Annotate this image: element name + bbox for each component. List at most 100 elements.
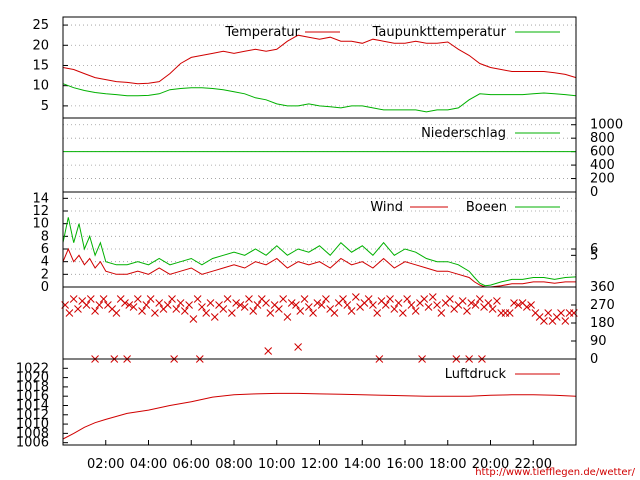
wind-direction-point-stroke	[475, 295, 484, 303]
wind-speed-tick-label: 12	[32, 204, 49, 219]
wind-direction-point-stroke	[518, 299, 527, 307]
wind-direction-point-stroke	[377, 297, 386, 305]
wind-direction-point-stroke	[287, 299, 296, 307]
wind-direction-point-stroke	[279, 295, 288, 303]
wind-direction-point	[232, 299, 240, 307]
wind-direction-point-stroke	[283, 313, 292, 321]
wind-direction-point	[69, 295, 78, 303]
precipitation-tick-label: 200	[590, 172, 615, 187]
wind-direction-point-stroke	[245, 295, 253, 303]
wind-direction-point	[262, 299, 270, 307]
wind-direction-point	[364, 295, 373, 303]
wind-direction-point-stroke	[215, 301, 223, 309]
wind-direction-point	[146, 295, 155, 303]
wind-direction-point-stroke	[309, 309, 317, 317]
wind-direction-point	[193, 295, 202, 303]
wind-direction-point	[386, 295, 394, 303]
wind-direction-point-stroke	[437, 309, 446, 317]
wind-direction-point	[99, 295, 108, 303]
wind-direction-point-stroke	[484, 299, 493, 307]
wind-direction-point	[446, 295, 454, 303]
wind-direction-point-stroke	[223, 295, 232, 303]
wind-direction-point-stroke	[206, 299, 215, 307]
wind-direction-point-stroke	[471, 301, 480, 309]
precipitation-tick-label: 1000	[590, 118, 623, 133]
pressure-tick-label: 1006	[16, 436, 49, 451]
wind-direction-point-stroke	[407, 301, 416, 309]
wind-direction-point-stroke	[78, 297, 87, 305]
wind-direction-point-stroke	[369, 301, 377, 309]
wind-direction-point	[275, 305, 283, 313]
wind-direction-point	[287, 299, 296, 307]
wind-direction-point-stroke	[202, 309, 211, 317]
wind-direction-point	[437, 309, 446, 317]
x-tick-label: 14:00	[344, 457, 381, 472]
wind-direction-point-stroke	[394, 299, 403, 307]
wind-direction-point-stroke	[198, 303, 206, 311]
wind-direction-point	[330, 309, 339, 317]
wind-speed-tick-label: 10	[32, 217, 49, 232]
wind-direction-point	[228, 309, 236, 317]
wind-direction-point	[279, 295, 288, 303]
wind-direction-point	[309, 309, 317, 317]
temperature-tick-label: 10	[32, 79, 49, 94]
wind-direction-point	[544, 309, 553, 317]
pressure-tick-label: 1008	[16, 426, 49, 441]
wind-direction-point-stroke	[104, 301, 112, 309]
wind-direction-point-stroke	[390, 305, 399, 313]
x-tick-label: 08:00	[215, 457, 252, 472]
wind-direction-point	[458, 297, 467, 305]
wind-direction-point-stroke	[168, 295, 176, 303]
wind-direction-point	[264, 347, 273, 355]
wind-direction-point	[339, 295, 347, 303]
wind-direction-point	[428, 293, 437, 301]
wind-direction-point-stroke	[458, 297, 467, 305]
wind-direction-point	[510, 299, 518, 307]
footer-url: http://www.tiefflegen.de/wetter/	[475, 467, 635, 478]
wind-direction-point	[313, 299, 322, 307]
wind-direction-point-stroke	[463, 307, 471, 315]
wind-direction-point	[347, 307, 356, 315]
wind-direction-point-stroke	[155, 299, 164, 307]
wind-direction-point	[403, 295, 411, 303]
wind-direction-point-stroke	[300, 295, 309, 303]
wind-direction-point-stroke	[108, 305, 117, 313]
wind-direction-point-stroke	[313, 299, 322, 307]
wind-direction-point	[493, 297, 501, 305]
wind-direction-point-stroke	[322, 295, 330, 303]
wind-direction-point-stroke	[253, 301, 262, 309]
wind-direction-point-stroke	[428, 293, 437, 301]
wind-direction-point	[467, 299, 476, 307]
wind-direction-point	[420, 295, 429, 303]
wind-direction-point	[266, 309, 275, 317]
pressure-tick-label: 1020	[16, 371, 49, 386]
wind-direction-point-stroke	[535, 313, 544, 321]
wind-direction-point	[561, 317, 570, 325]
x-tick-label: 06:00	[173, 457, 210, 472]
wind-direction-point	[253, 301, 262, 309]
wind-direction-point	[527, 301, 535, 309]
wind-direction-point-stroke	[163, 301, 172, 309]
wind-direction-point-stroke	[133, 295, 142, 303]
wind-speed-tick-label: 14	[32, 191, 49, 206]
wind-direction-point-stroke	[91, 307, 99, 315]
x-tick-label: 20:00	[472, 457, 509, 472]
wind-direction-point	[168, 295, 176, 303]
wind-speed-series-b-line	[62, 217, 577, 287]
wind-direction-point	[206, 299, 215, 307]
wind-direction-point-stroke	[236, 301, 245, 309]
wind-direction-point-stroke	[304, 303, 313, 311]
wind-direction-point	[433, 301, 441, 309]
wind-direction-point-stroke	[505, 309, 514, 317]
precipitation-tick-label: 800	[590, 131, 615, 146]
wind-direction-point	[172, 305, 181, 313]
wind-direction-point	[180, 307, 189, 315]
precipitation-legend-label: Niederschlag	[421, 126, 506, 141]
x-tick-label: 16:00	[386, 457, 423, 472]
wind-direction-point-stroke	[433, 301, 441, 309]
wind-direction-tick-label: 270	[590, 298, 615, 313]
wind-direction-point	[399, 309, 407, 317]
wind-direction-point-stroke	[351, 293, 360, 301]
wind-direction-point	[317, 301, 326, 309]
